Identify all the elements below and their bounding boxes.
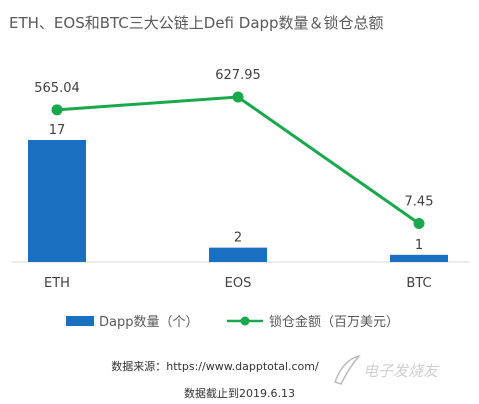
legend-bar-label: Dapp数量（个）: [99, 315, 198, 330]
line-series: 565.04 627.95 7.45: [34, 68, 433, 229]
line-point-eth: [51, 104, 63, 116]
bar-label-btc: 1: [415, 238, 423, 253]
category-label-btc: BTC: [406, 276, 431, 291]
bar-eth: [28, 140, 86, 262]
svg-text:电子发烧友: 电子发烧友: [363, 362, 440, 380]
date-text: 数据截止到2019.6.13: [184, 387, 295, 400]
legend-line-marker: [240, 316, 250, 326]
line-label-eos: 627.95: [215, 68, 261, 83]
bar-btc: [390, 254, 448, 262]
legend-bar-swatch: [66, 316, 94, 326]
category-labels: ETH EOS BTC: [44, 276, 432, 291]
category-label-eos: EOS: [225, 276, 252, 291]
legend-line-label: 锁仓金额（百万美元）: [269, 314, 399, 330]
legend: Dapp数量（个） 锁仓金额（百万美元）: [66, 314, 399, 330]
bar-label-eth: 17: [49, 123, 66, 138]
bar-label-eos: 2: [234, 231, 242, 246]
bar-eos: [209, 247, 267, 262]
chart-title: ETH、EOS和BTC三大公链上Defi Dapp数量＆锁仓总额: [9, 14, 384, 32]
bar-series: 172 1: [28, 123, 448, 262]
line-point-eos: [232, 91, 244, 103]
line-label-btc: 7.45: [405, 194, 434, 209]
watermark-logo: 电子发烧友: [334, 354, 440, 385]
line-point-btc: [413, 217, 425, 229]
source-text: 数据来源：https://www.dapptotal.com/: [111, 360, 319, 373]
line-path: [56, 95, 420, 225]
line-label-eth: 565.04: [34, 81, 80, 96]
category-label-eth: ETH: [44, 276, 70, 291]
